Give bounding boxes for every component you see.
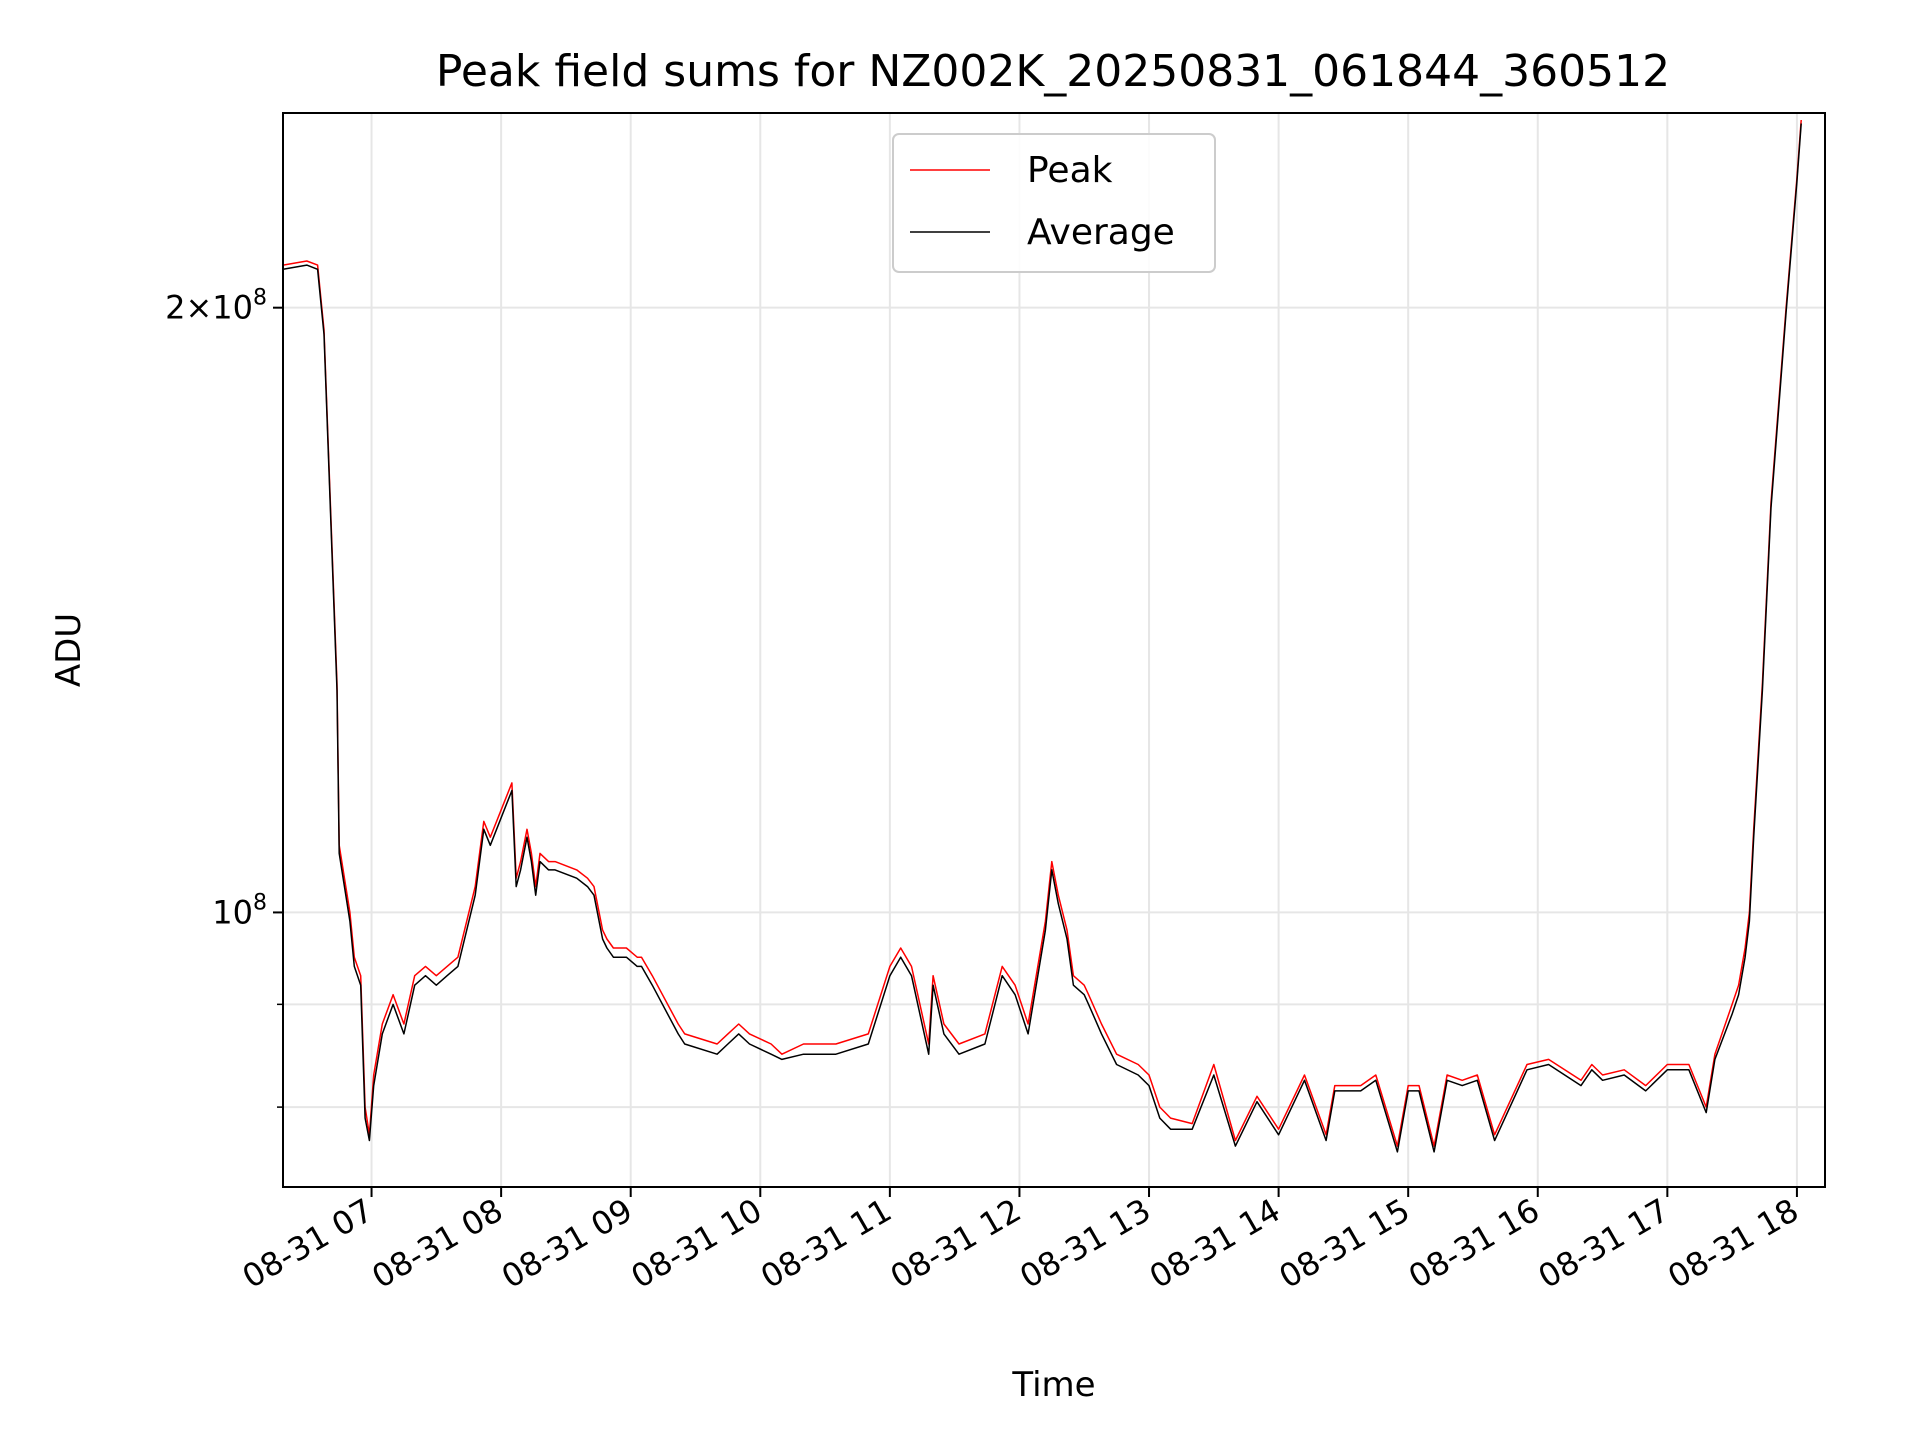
series-line-peak	[283, 119, 1802, 1147]
legend-box	[892, 133, 1216, 273]
legend-label-average: Average	[1027, 212, 1175, 253]
grid	[283, 113, 1825, 1187]
chart-title: Peak field sums for NZ002K_20250831_0618…	[436, 46, 1670, 97]
y-axis-label: ADU	[49, 613, 89, 687]
x-axis-label: Time	[1011, 1365, 1095, 1405]
y-tick-label: 108	[212, 890, 267, 931]
legend: Peak Average	[892, 133, 1216, 273]
plot-lines	[283, 119, 1802, 1153]
legend-label-peak: Peak	[1027, 150, 1113, 191]
y-tick-label: 2×108	[165, 286, 267, 327]
plot-frame	[282, 112, 1826, 1188]
series-line-average	[283, 123, 1802, 1153]
